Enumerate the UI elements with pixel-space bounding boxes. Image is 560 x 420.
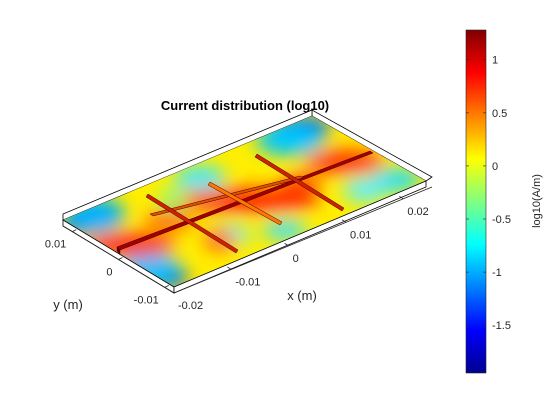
y-tick-label: -0.01	[134, 294, 159, 306]
x-tick-label: -0.01	[235, 276, 260, 288]
x-tick-label: 0	[293, 253, 299, 265]
colorbar-tick-label: 1	[492, 55, 498, 67]
x-tick-label: 0.02	[407, 206, 428, 218]
x-tick	[399, 195, 404, 200]
y-axis-label: y (m)	[53, 297, 83, 312]
y-tick	[118, 257, 123, 260]
colorbar-label: log10(A/m)	[531, 174, 543, 228]
colorbar-tick-label: 0	[492, 161, 498, 173]
x-tick-label: -0.02	[178, 300, 203, 312]
colorbar-tick-label: -0.5	[492, 214, 511, 226]
x-axis: -0.02 -0.01 0 0.01 0.02 x (m)	[169, 186, 433, 312]
y-tick-label: 0.01	[45, 239, 66, 251]
x-tick	[284, 243, 289, 247]
heatmap-region	[263, 220, 307, 240]
colorbar: 1 0.5 0 -0.5 -1 -1.5 log10(A/m)	[465, 29, 543, 374]
x-axis-label: x (m)	[287, 288, 317, 303]
colorbar-tick-label: -1.5	[492, 320, 511, 332]
y-tick-label: 0	[106, 267, 112, 279]
chart-title: Current distribution (log10)	[161, 98, 329, 113]
conductor-traces	[116, 150, 374, 255]
x-tick	[341, 219, 347, 223]
x-tick	[227, 266, 232, 270]
y-tick	[164, 285, 169, 288]
colorbar-gradient	[465, 29, 487, 374]
x-tick-label: 0.01	[350, 229, 371, 241]
y-tick	[72, 229, 77, 232]
heatmap-region	[343, 178, 387, 202]
trace-left-stub	[145, 193, 239, 254]
plate-edges	[62, 180, 427, 294]
trace-middle-stub	[207, 181, 283, 226]
trace-center-line	[149, 175, 304, 217]
colorbar-tick-label: 0.5	[492, 108, 507, 120]
y-axis: -0.01 0 0.01 y (m)	[45, 225, 175, 312]
colorbar-tick-label: -1	[492, 267, 502, 279]
trace-right-stub	[254, 153, 345, 212]
